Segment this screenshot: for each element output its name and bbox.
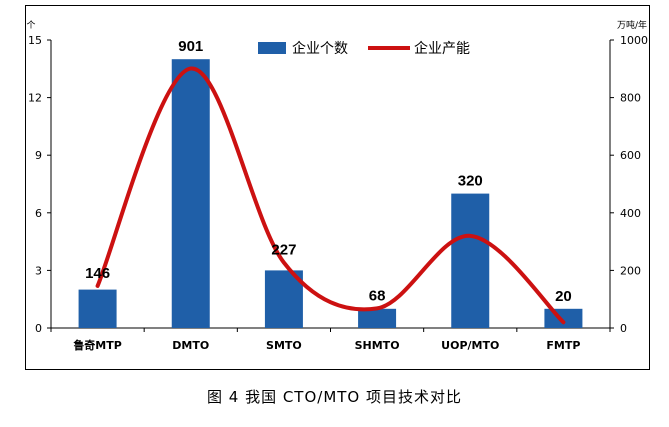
data-label-5: 20 — [555, 288, 572, 305]
right-tick-label: 600 — [620, 149, 641, 162]
data-label-0: 146 — [85, 265, 110, 282]
left-tick-label: 9 — [35, 149, 42, 162]
right-tick-label: 1000 — [620, 34, 648, 47]
legend-label-line: 企业产能 — [414, 40, 470, 57]
data-label-4: 320 — [458, 173, 483, 190]
category-label: FMTP — [546, 339, 580, 352]
right-axis-unit: 万吨/年 — [617, 19, 647, 31]
right-tick-label: 200 — [620, 264, 641, 277]
category-label: DMTO — [172, 339, 209, 352]
left-tick-label: 0 — [35, 322, 42, 335]
category-label: SMTO — [266, 339, 302, 352]
capacity-line — [95, 66, 566, 325]
data-label-2: 227 — [271, 242, 296, 259]
legend-label-bar: 企业个数 — [292, 40, 348, 57]
right-tick-label: 0 — [620, 322, 627, 335]
bar-0 — [78, 289, 117, 328]
figure-caption: 图 4 我国 CTO/MTO 项目技术对比 — [206, 388, 463, 406]
bar-4 — [451, 193, 490, 328]
legend-swatch-bar — [258, 42, 286, 54]
data-label-1: 901 — [178, 38, 203, 55]
right-tick-label: 400 — [620, 207, 641, 220]
data-label-3: 68 — [369, 287, 386, 304]
left-tick-label: 3 — [35, 264, 42, 277]
left-axis-unit: 个 — [26, 20, 35, 31]
left-tick-label: 6 — [35, 207, 42, 220]
chart-frame — [25, 5, 650, 370]
left-tick-label: 15 — [28, 34, 42, 47]
bar-1 — [171, 59, 210, 328]
category-label: SHMTO — [355, 339, 400, 352]
category-label: UOP/MTO — [441, 339, 499, 352]
bar-5 — [544, 308, 583, 328]
left-tick-label: 12 — [28, 92, 42, 105]
bar-3 — [358, 308, 397, 328]
right-tick-label: 800 — [620, 92, 641, 105]
category-label: 鲁奇MTP — [73, 338, 122, 352]
